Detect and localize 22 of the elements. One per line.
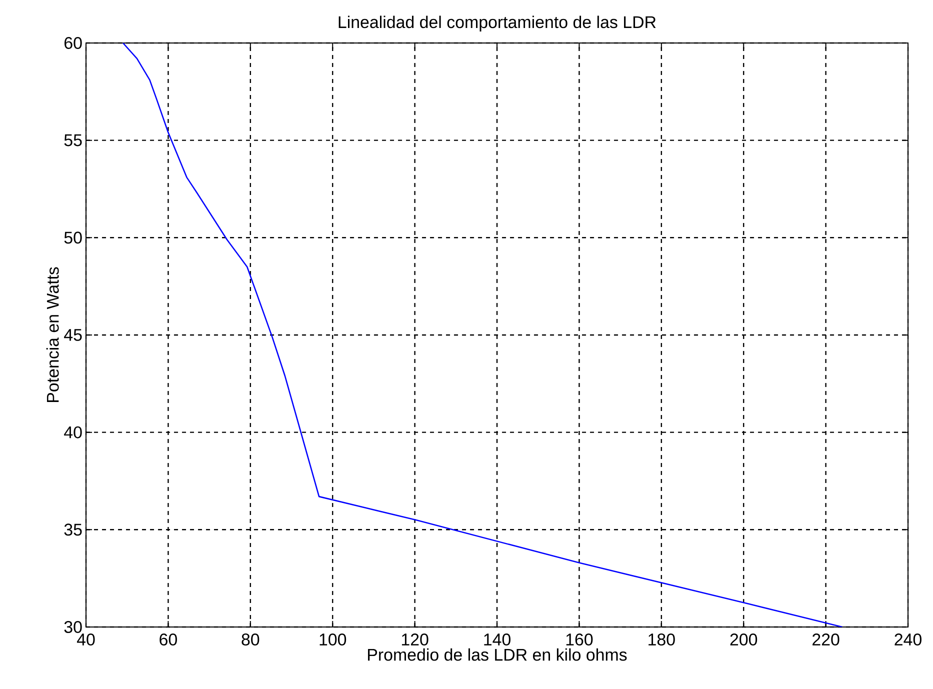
y-axis-title: Potencia en Watts — [46, 267, 59, 402]
line-series — [122, 42, 843, 627]
x-tick-label: 40 — [76, 634, 95, 646]
x-tick-label: 160 — [566, 634, 593, 646]
y-tick-label: 60 — [64, 36, 82, 49]
y-tick-label: 55 — [64, 134, 82, 146]
x-tick-label: 100 — [320, 634, 346, 646]
y-tick-label: 45 — [64, 329, 82, 341]
x-tick-label: 120 — [402, 634, 428, 646]
x-tick-label: 200 — [730, 634, 758, 646]
x-tick-label: 240 — [894, 634, 922, 646]
y-tick-label: 30 — [64, 620, 82, 633]
x-tick-label: 140 — [484, 634, 510, 646]
y-tick-label: 40 — [64, 426, 82, 438]
y-tick-label: 35 — [64, 524, 82, 536]
x-tick-label: 180 — [648, 634, 675, 646]
chart-title: Linealidad del comportamiento de las LDR — [338, 16, 656, 32]
x-tick-label: 220 — [812, 634, 840, 646]
x-axis-title: Promedio de las LDR en kilo ohms — [368, 648, 627, 661]
y-tick-label: 50 — [64, 232, 82, 244]
x-tick-label: 60 — [160, 634, 177, 646]
x-tick-label: 80 — [242, 634, 260, 646]
